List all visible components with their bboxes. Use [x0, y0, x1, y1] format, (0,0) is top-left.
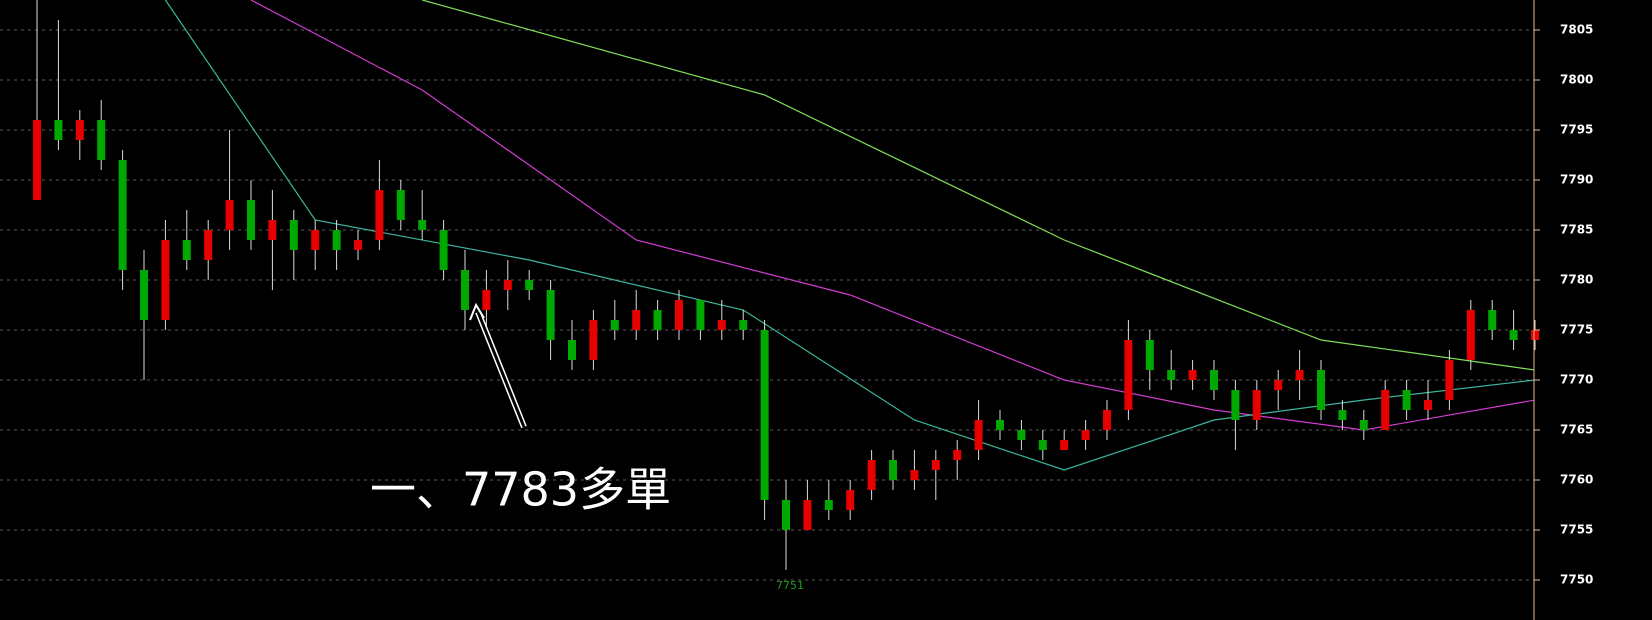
- y-tick-label: 7790: [1560, 173, 1593, 187]
- candle-body: [953, 450, 962, 460]
- candle-body: [1359, 420, 1368, 430]
- candle-body: [846, 490, 855, 510]
- candle-body: [1210, 370, 1218, 390]
- candle-body: [97, 120, 106, 160]
- candle-body: [867, 460, 876, 490]
- candle-body: [760, 330, 769, 500]
- candle-body: [1381, 390, 1390, 430]
- candle-body: [396, 190, 405, 220]
- candle-body: [803, 500, 812, 530]
- candle-body: [974, 420, 983, 450]
- candle-body: [461, 270, 469, 310]
- candle-body: [268, 220, 277, 240]
- y-tick-label: 7795: [1560, 123, 1593, 137]
- candle-body: [1295, 370, 1304, 380]
- y-tick-label: 7775: [1560, 323, 1593, 337]
- candle-body: [739, 320, 748, 330]
- candle-body: [1060, 440, 1069, 450]
- candle-body: [354, 240, 362, 250]
- candle-body: [1509, 330, 1518, 340]
- candle-body: [1231, 390, 1240, 420]
- candles: 7751: [33, 0, 1539, 592]
- candle-body: [482, 290, 491, 310]
- candle-body: [1466, 310, 1475, 360]
- candle-body: [1317, 370, 1325, 410]
- candle-body: [696, 300, 705, 330]
- candle-body: [1402, 390, 1411, 410]
- candle-body: [824, 500, 833, 510]
- candle-body: [1081, 430, 1090, 440]
- candle-body: [1488, 310, 1497, 330]
- moving-average-line: [422, 0, 1534, 371]
- candle-body: [1124, 340, 1133, 410]
- candle-body: [525, 280, 534, 290]
- candle-body: [632, 310, 641, 330]
- y-tick-label: 7805: [1560, 23, 1593, 37]
- y-tick-label: 7800: [1560, 73, 1593, 87]
- candle-body: [610, 320, 619, 330]
- candle-body: [33, 120, 41, 200]
- candle-body: [289, 220, 298, 250]
- low-label: 7751: [776, 579, 804, 592]
- annotation: 一、7783多單: [370, 463, 671, 517]
- candle-body: [75, 120, 84, 140]
- candle-body: [889, 460, 897, 480]
- candle-body: [1424, 400, 1432, 410]
- candle-body: [931, 460, 940, 470]
- candle-body: [717, 320, 726, 330]
- candle-body: [375, 190, 384, 240]
- arrow: [469, 302, 527, 429]
- candle-body: [1017, 430, 1026, 440]
- candle-body: [418, 220, 427, 230]
- candle-body: [1445, 360, 1454, 400]
- moving-averages: [164, 0, 1534, 471]
- candle-body: [1188, 370, 1197, 380]
- candle-body: [439, 230, 448, 270]
- candle-body: [1531, 330, 1539, 340]
- candle-body: [568, 340, 576, 360]
- candle-body: [1274, 380, 1283, 390]
- candle-body: [503, 280, 512, 290]
- candle-body: [161, 240, 170, 320]
- y-tick-label: 7780: [1560, 273, 1593, 287]
- candle-body: [1252, 390, 1261, 420]
- candle-body: [118, 160, 127, 270]
- candle-body: [589, 320, 598, 360]
- candle-body: [675, 300, 683, 330]
- candle-body: [782, 500, 790, 530]
- candle-body: [332, 230, 341, 250]
- candle-body: [140, 270, 148, 320]
- candle-body: [546, 290, 555, 340]
- y-axis: 7750 7755 7760 7765 7770 7775 7780 7785 7790 7795…: [1533, 0, 1593, 620]
- y-tick-label: 7760: [1560, 473, 1593, 487]
- candle-body: [910, 470, 919, 480]
- moving-average-line: [250, 0, 1534, 431]
- candle-body: [182, 240, 191, 260]
- candle-body: [311, 230, 320, 250]
- y-tick-label: 7750: [1560, 573, 1593, 587]
- moving-average-line: [164, 0, 1534, 471]
- y-tick-label: 7785: [1560, 223, 1593, 237]
- y-tick-label: 7765: [1560, 423, 1593, 437]
- candle-body: [653, 310, 662, 330]
- candle-body: [1338, 410, 1347, 420]
- candle-body: [1103, 410, 1111, 430]
- y-tick-label: 7755: [1560, 523, 1593, 537]
- candle-body: [996, 420, 1004, 430]
- candle-body: [225, 200, 234, 230]
- candle-body: [1038, 440, 1047, 450]
- candle-body: [204, 230, 213, 260]
- candle-body: [1145, 340, 1154, 370]
- candle-body: [1167, 370, 1176, 380]
- y-tick-label: 7770: [1560, 373, 1593, 387]
- candle-body: [247, 200, 255, 240]
- candle-body: [54, 120, 63, 140]
